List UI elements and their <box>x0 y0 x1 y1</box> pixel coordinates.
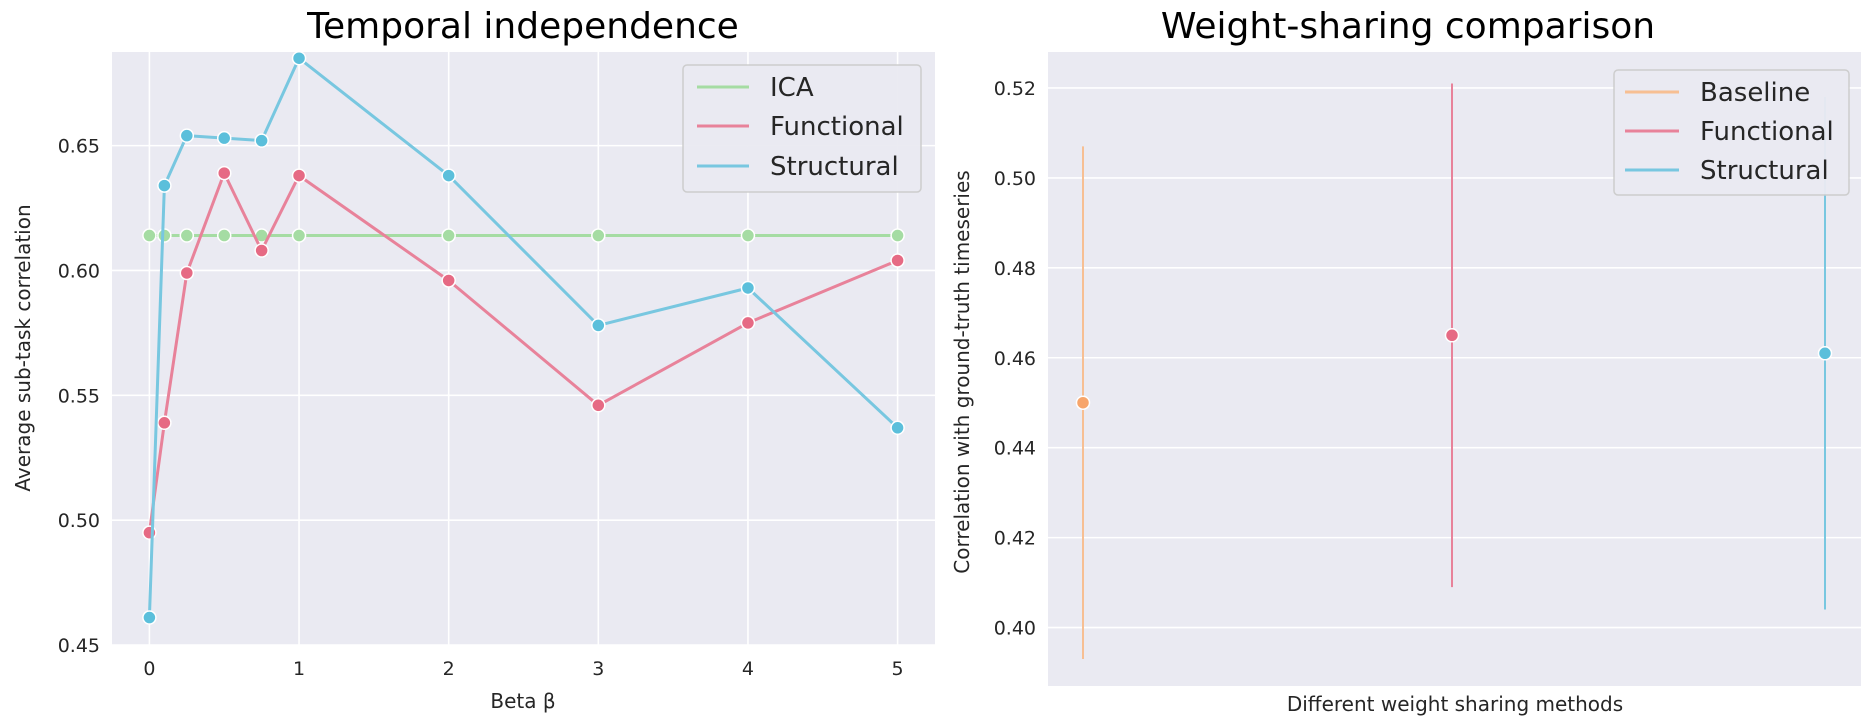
data-point-structural <box>142 610 157 625</box>
legend-label-baseline: Baseline <box>1700 78 1810 108</box>
left-y-tick-label: 0.50 <box>58 510 100 532</box>
data-point-structural <box>441 168 456 183</box>
legend-label-ica: ICA <box>770 73 814 103</box>
series-structural <box>142 50 905 625</box>
data-point-structural <box>890 420 905 436</box>
data-point-functional <box>216 165 232 181</box>
left-x-tick-label: 4 <box>742 658 754 680</box>
left-x-tick-label: 5 <box>892 658 904 680</box>
left-chart-title: Temporal independence <box>306 6 739 47</box>
right-chart-title: Weight-sharing comparison <box>1161 6 1655 47</box>
data-point-functional <box>740 315 756 331</box>
mean-point-baseline <box>1075 395 1091 410</box>
data-point-functional <box>441 273 456 288</box>
data-point-structural <box>291 50 307 66</box>
legend-label-structural: Structural <box>770 152 899 182</box>
legend-label-functional: Functional <box>770 112 904 142</box>
data-point-structural <box>179 128 195 143</box>
right-y-tick-label: 0.44 <box>994 438 1036 460</box>
right-y-tick-label: 0.52 <box>994 78 1036 100</box>
errorbar-functional <box>1444 83 1460 588</box>
series-line-functional <box>147 171 899 533</box>
right-legend: Baseline Functional Structural <box>1613 69 1850 196</box>
mean-point-structural <box>1817 346 1833 361</box>
data-point-ica <box>157 228 172 243</box>
data-point-functional <box>157 415 172 431</box>
left-y-tick-labels: 0.45 0.50 0.55 0.60 0.65 <box>58 136 100 657</box>
right-y-tick-labels: 0.40 0.42 0.44 0.46 0.48 0.50 0.52 <box>994 78 1036 640</box>
right-x-axis-label: Different weight sharing methods <box>1287 692 1623 716</box>
data-point-structural <box>740 280 756 296</box>
data-point-ica <box>740 228 756 243</box>
data-point-functional <box>254 243 269 258</box>
data-point-structural <box>216 130 232 146</box>
left-x-tick-label: 2 <box>443 658 455 680</box>
left-y-tick-label: 0.65 <box>58 136 100 158</box>
right-y-axis-label: Correlation with ground-truth timeseries <box>950 170 974 573</box>
data-point-ica <box>591 228 606 243</box>
series-ica <box>142 228 905 243</box>
data-point-functional <box>291 168 307 183</box>
data-point-structural <box>591 318 606 333</box>
errorbar-baseline <box>1075 146 1091 660</box>
weight-sharing-comparison-chart: 0.40 0.42 0.44 0.46 0.48 0.50 0.52 Weight-shar… <box>950 6 1861 716</box>
left-x-tick-label: 0 <box>143 658 155 680</box>
left-series-group <box>142 50 905 625</box>
data-point-functional <box>591 398 606 413</box>
left-legend-box <box>682 64 922 193</box>
data-point-ica <box>216 228 232 243</box>
left-x-axis-label: Beta β <box>490 689 555 713</box>
right-y-tick-label: 0.50 <box>994 168 1036 190</box>
legend-label-structural-right: Structural <box>1700 156 1829 186</box>
left-x-tick-labels: 0 1 2 3 4 5 <box>143 658 903 680</box>
data-point-functional <box>179 265 195 281</box>
data-point-structural <box>157 178 172 193</box>
data-point-ica <box>291 228 307 243</box>
right-y-tick-label: 0.48 <box>994 258 1036 280</box>
data-point-functional <box>890 253 905 268</box>
left-legend: ICA Functional Structural <box>682 64 922 193</box>
legend-label-functional-right: Functional <box>1700 117 1834 147</box>
right-y-tick-label: 0.40 <box>994 618 1036 640</box>
data-point-ica <box>890 228 905 243</box>
data-point-ica <box>142 228 157 243</box>
series-line-structural <box>147 56 899 618</box>
data-point-ica <box>441 228 456 243</box>
temporal-independence-chart: 0 1 2 3 4 5 0.45 0.50 0.55 0.60 0.65 Temporal ind… <box>11 6 935 713</box>
left-y-tick-label: 0.55 <box>58 385 100 407</box>
mean-point-functional <box>1444 328 1460 343</box>
left-y-tick-label: 0.60 <box>58 260 100 282</box>
left-y-tick-label: 0.45 <box>58 635 100 657</box>
right-legend-box <box>1613 69 1850 196</box>
left-x-tick-label: 1 <box>293 658 305 680</box>
data-point-structural <box>254 133 269 148</box>
left-x-tick-label: 3 <box>592 658 604 680</box>
data-point-ica <box>179 228 195 243</box>
right-y-tick-label: 0.46 <box>994 348 1036 370</box>
right-gridlines <box>1048 87 1861 629</box>
left-y-axis-label: Average sub-task correlation <box>11 204 35 491</box>
right-y-tick-label: 0.42 <box>994 528 1036 550</box>
